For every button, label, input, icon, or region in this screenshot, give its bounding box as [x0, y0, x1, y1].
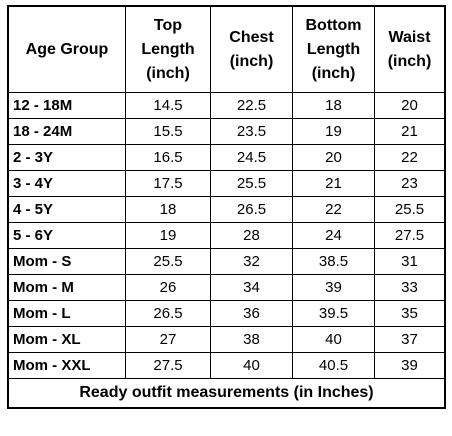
- chest-cell: 32: [210, 248, 293, 275]
- top-length-cell: 27: [125, 326, 211, 353]
- chest-cell: 34: [210, 274, 293, 301]
- bottom-length-cell: 21: [292, 170, 375, 197]
- table-row: 12 - 18M 14.5 22.5 18 20: [8, 92, 445, 119]
- top-length-cell: 16.5: [125, 144, 211, 171]
- age-group-cell: 3 - 4Y: [8, 170, 126, 197]
- age-group-cell: Mom - XL: [8, 326, 126, 353]
- waist-cell: 37: [374, 326, 445, 353]
- waist-cell: 39: [374, 352, 445, 379]
- bottom-length-cell: 22: [292, 196, 375, 223]
- top-length-cell: 26: [125, 274, 211, 301]
- top-length-cell: 15.5: [125, 118, 211, 145]
- waist-cell: 31: [374, 248, 445, 275]
- header-chest-line-1: Chest: [229, 28, 274, 46]
- bottom-length-cell: 20: [292, 144, 375, 171]
- chest-cell: 22.5: [210, 92, 293, 119]
- header-bottom-length-line-2: Length: [306, 40, 361, 58]
- header-waist-line-2: (inch): [387, 52, 432, 70]
- age-group-cell: 2 - 3Y: [8, 144, 126, 171]
- table-row: Mom - S 25.5 32 38.5 31: [8, 248, 445, 275]
- header-bottom-length-line-1: Bottom: [305, 16, 362, 34]
- age-group-cell: 12 - 18M: [8, 92, 126, 119]
- top-length-cell: 19: [125, 222, 211, 249]
- header-age-group: Age Group: [8, 6, 126, 93]
- bottom-length-cell: 19: [292, 118, 375, 145]
- chest-cell: 24.5: [210, 144, 293, 171]
- table-row: 3 - 4Y 17.5 25.5 21 23: [8, 170, 445, 197]
- waist-cell: 23: [374, 170, 445, 197]
- header-top-length-line-2: Length: [141, 40, 195, 58]
- age-group-cell: 5 - 6Y: [8, 222, 126, 249]
- age-group-cell: Mom - L: [8, 300, 126, 327]
- age-group-cell: 18 - 24M: [8, 118, 126, 145]
- table-row: 4 - 5Y 18 26.5 22 25.5: [8, 196, 445, 223]
- top-length-cell: 17.5: [125, 170, 211, 197]
- bottom-length-cell: 40: [292, 326, 375, 353]
- header-waist-line-1: Waist: [388, 28, 431, 46]
- waist-cell: 35: [374, 300, 445, 327]
- header-top-length: Top Length (inch): [125, 6, 211, 93]
- footer-row: Ready outfit measurements (in Inches): [8, 378, 445, 408]
- chest-cell: 36: [210, 300, 293, 327]
- chest-cell: 25.5: [210, 170, 293, 197]
- table-row: Mom - XL 27 38 40 37: [8, 326, 445, 353]
- chest-cell: 23.5: [210, 118, 293, 145]
- bottom-length-cell: 24: [292, 222, 375, 249]
- bottom-length-cell: 39: [292, 274, 375, 301]
- table-row: Mom - XXL 27.5 40 40.5 39: [8, 352, 445, 379]
- header-top-length-line-1: Top: [153, 16, 183, 34]
- table-footer-caption: Ready outfit measurements (in Inches): [8, 378, 445, 408]
- waist-cell: 27.5: [374, 222, 445, 249]
- bottom-length-cell: 38.5: [292, 248, 375, 275]
- header-bottom-length-line-3: (inch): [311, 64, 356, 82]
- header-row: Age Group Top Length (inch) Chest (inch)…: [8, 6, 445, 93]
- table-row: 5 - 6Y 19 28 24 27.5: [8, 222, 445, 249]
- header-chest: Chest (inch): [210, 6, 293, 93]
- table-row: 18 - 24M 15.5 23.5 19 21: [8, 118, 445, 145]
- waist-cell: 25.5: [374, 196, 445, 223]
- chest-cell: 26.5: [210, 196, 293, 223]
- bottom-length-cell: 39.5: [292, 300, 375, 327]
- age-group-cell: Mom - M: [8, 274, 126, 301]
- table-row: 2 - 3Y 16.5 24.5 20 22: [8, 144, 445, 171]
- bottom-length-cell: 40.5: [292, 352, 375, 379]
- waist-cell: 20: [374, 92, 445, 119]
- chest-cell: 40: [210, 352, 293, 379]
- top-length-cell: 26.5: [125, 300, 211, 327]
- header-age-group-line: Age Group: [25, 40, 109, 58]
- bottom-length-cell: 18: [292, 92, 375, 119]
- top-length-cell: 14.5: [125, 92, 211, 119]
- table-row: Mom - L 26.5 36 39.5 35: [8, 300, 445, 327]
- age-group-cell: Mom - XXL: [8, 352, 126, 379]
- table-row: Mom - M 26 34 39 33: [8, 274, 445, 301]
- waist-cell: 21: [374, 118, 445, 145]
- waist-cell: 33: [374, 274, 445, 301]
- header-bottom-length: Bottom Length (inch): [292, 6, 375, 93]
- top-length-cell: 18: [125, 196, 211, 223]
- age-group-cell: 4 - 5Y: [8, 196, 126, 223]
- header-waist: Waist (inch): [374, 6, 445, 93]
- header-top-length-line-3: (inch): [146, 64, 190, 82]
- chest-cell: 38: [210, 326, 293, 353]
- waist-cell: 22: [374, 144, 445, 171]
- chest-cell: 28: [210, 222, 293, 249]
- top-length-cell: 27.5: [125, 352, 211, 379]
- age-group-cell: Mom - S: [8, 248, 126, 275]
- size-chart-table: Age Group Top Length (inch) Chest (inch)…: [7, 5, 446, 409]
- top-length-cell: 25.5: [125, 248, 211, 275]
- header-chest-line-2: (inch): [229, 52, 274, 70]
